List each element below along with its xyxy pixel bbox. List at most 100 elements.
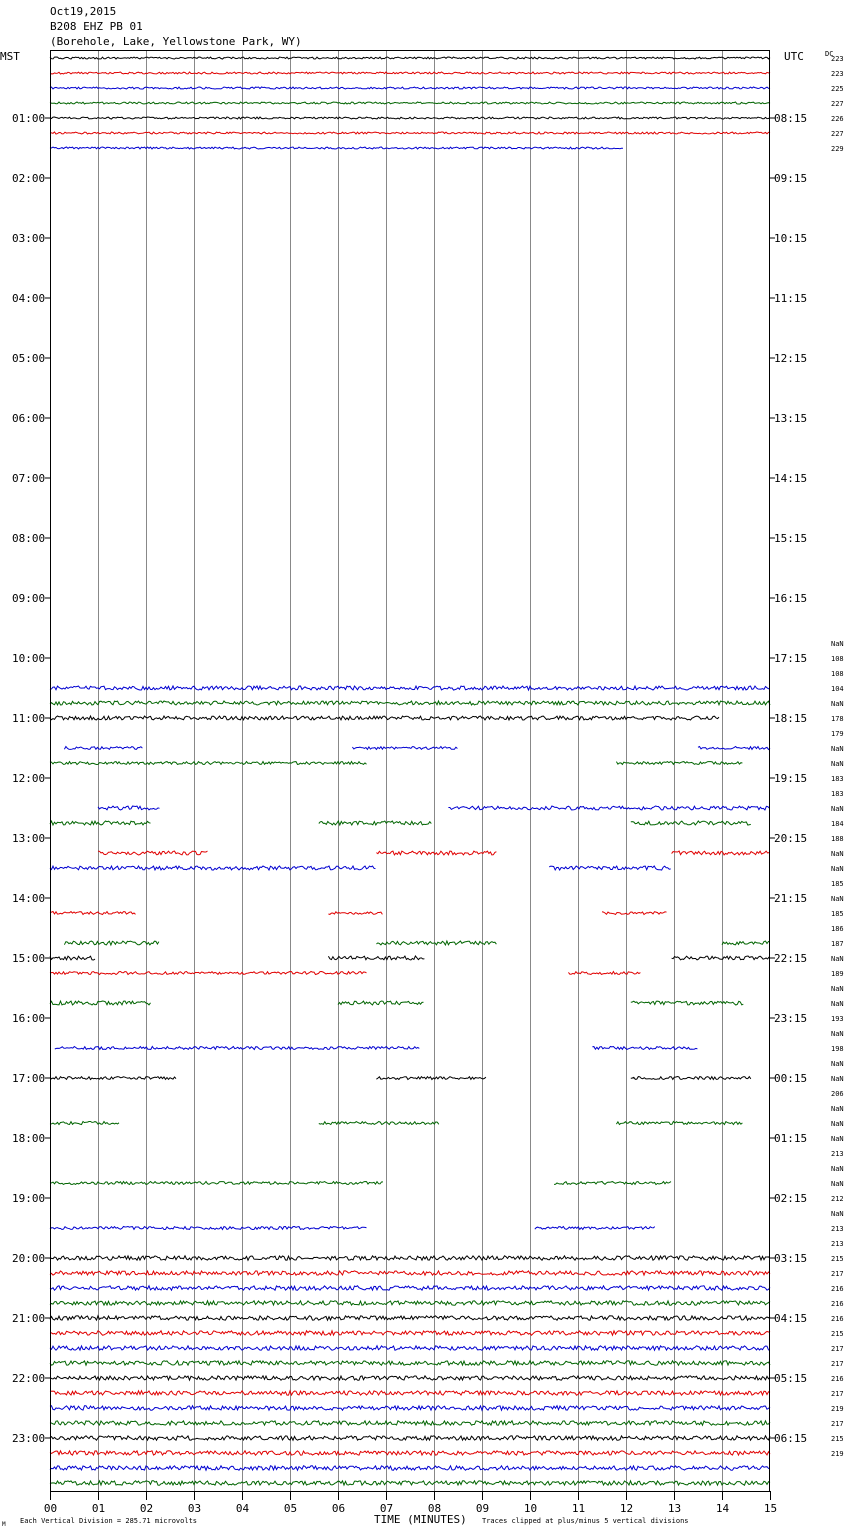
dc-value: 229 <box>831 145 844 153</box>
dc-value: 184 <box>831 820 844 828</box>
seismic-trace <box>553 1180 672 1186</box>
hour-label-mst: 09:00 <box>12 592 45 605</box>
seismic-trace <box>97 805 160 811</box>
seismic-trace <box>376 850 497 856</box>
seismic-trace <box>49 1374 771 1382</box>
seismic-trace <box>568 970 641 976</box>
seismic-trace <box>630 820 751 826</box>
dc-value: 185 <box>831 880 844 888</box>
dc-value: 183 <box>831 790 844 798</box>
hour-label-mst: 07:00 <box>12 472 45 485</box>
hour-label-utc: 21:15 <box>774 892 807 905</box>
hour-label-utc: 17:15 <box>774 652 807 665</box>
dc-value: NaN <box>831 1105 844 1113</box>
dc-value: NaN <box>831 985 844 993</box>
seismic-trace <box>615 761 743 766</box>
seismic-trace <box>49 1120 120 1126</box>
dc-value: 219 <box>831 1405 844 1413</box>
seismic-trace <box>49 101 771 105</box>
hour-label-utc: 13:15 <box>774 412 807 425</box>
seismic-trace <box>630 1075 752 1081</box>
seismic-trace <box>49 1419 771 1427</box>
dc-header: DC <box>825 50 833 58</box>
seismic-trace <box>318 819 432 827</box>
dc-value: 217 <box>831 1390 844 1398</box>
dc-value: 213 <box>831 1240 844 1248</box>
mst-label: MST <box>0 50 20 63</box>
hour-label-utc: 19:15 <box>774 772 807 785</box>
minute-gridlines <box>98 51 723 1491</box>
seismic-trace <box>592 1045 698 1051</box>
dc-value: 189 <box>831 970 844 978</box>
dc-value: NaN <box>831 865 844 873</box>
seismic-trace <box>49 970 367 976</box>
dc-value: 227 <box>831 130 844 138</box>
dc-value: NaN <box>831 745 844 753</box>
dc-value: 217 <box>831 1345 844 1353</box>
seismic-trace <box>548 865 671 871</box>
hour-label-mst: 15:00 <box>12 952 45 965</box>
station-code: B208 EHZ PB 01 <box>50 20 143 33</box>
dc-value: NaN <box>831 955 844 963</box>
seismic-trace <box>327 955 425 961</box>
seismic-trace <box>49 1314 771 1322</box>
dc-value: 226 <box>831 115 844 123</box>
dc-value: 183 <box>831 775 844 783</box>
dc-value: 216 <box>831 1315 844 1323</box>
dc-value: 215 <box>831 1435 844 1443</box>
seismic-trace <box>49 1254 771 1262</box>
seismic-trace <box>49 1284 771 1292</box>
dc-value: 213 <box>831 1225 844 1233</box>
dc-value: 206 <box>831 1090 844 1098</box>
seismic-trace <box>721 940 771 946</box>
hour-label-mst: 02:00 <box>12 172 45 185</box>
dc-value: 216 <box>831 1285 844 1293</box>
seismic-trace <box>49 1344 771 1352</box>
dc-value: NaN <box>831 1060 844 1068</box>
x-tick-label-12: 12 <box>620 1502 633 1515</box>
hour-label-mst: 08:00 <box>12 532 45 545</box>
hour-label-mst: 17:00 <box>12 1072 45 1085</box>
seismic-trace <box>49 760 367 766</box>
x-tick-label-3: 03 <box>188 1502 201 1515</box>
dc-value: 198 <box>831 1045 844 1053</box>
seismic-trace <box>49 56 771 60</box>
seismic-trace <box>49 1464 770 1472</box>
hour-label-mst: 03:00 <box>12 232 45 245</box>
dc-value: 213 <box>831 1150 844 1158</box>
hour-label-mst: 22:00 <box>12 1372 45 1385</box>
dc-value: 187 <box>831 940 844 948</box>
hour-label-mst: 12:00 <box>12 772 45 785</box>
dc-value: 215 <box>831 1330 844 1338</box>
x-tick-label-1: 01 <box>92 1502 105 1515</box>
x-axis-title: TIME (MINUTES) <box>374 1513 467 1526</box>
dc-value: 219 <box>831 1450 844 1458</box>
seismic-trace <box>49 1404 771 1412</box>
x-tick-label-6: 06 <box>332 1502 345 1515</box>
seismic-trace <box>49 1269 771 1277</box>
hour-label-utc: 11:15 <box>774 292 807 305</box>
dc-value: 216 <box>831 1300 844 1308</box>
seismic-trace <box>49 699 771 707</box>
seismic-trace <box>328 911 383 915</box>
hour-label-mst: 23:00 <box>12 1432 45 1445</box>
hour-label-mst: 05:00 <box>12 352 45 365</box>
seismic-trace <box>337 1000 424 1006</box>
dc-value: NaN <box>831 1135 844 1143</box>
seismic-trace <box>318 1120 440 1126</box>
plot-date: Oct19,2015 <box>50 5 117 18</box>
hour-label-mst: 19:00 <box>12 1192 45 1205</box>
dc-value: 108 <box>831 655 844 663</box>
x-tick-label-10: 10 <box>524 1502 537 1515</box>
hour-label-mst: 16:00 <box>12 1012 45 1025</box>
dc-value: 185 <box>831 910 844 918</box>
hour-label-utc: 03:15 <box>774 1252 807 1265</box>
seismic-trace <box>49 1329 771 1337</box>
dc-value: 217 <box>831 1360 844 1368</box>
dc-value: NaN <box>831 1180 844 1188</box>
seismic-trace <box>49 1359 771 1367</box>
dc-value: 227 <box>831 100 844 108</box>
dc-value: NaN <box>831 1165 844 1173</box>
dc-value: 215 <box>831 1255 844 1263</box>
seismic-trace <box>49 1075 177 1081</box>
